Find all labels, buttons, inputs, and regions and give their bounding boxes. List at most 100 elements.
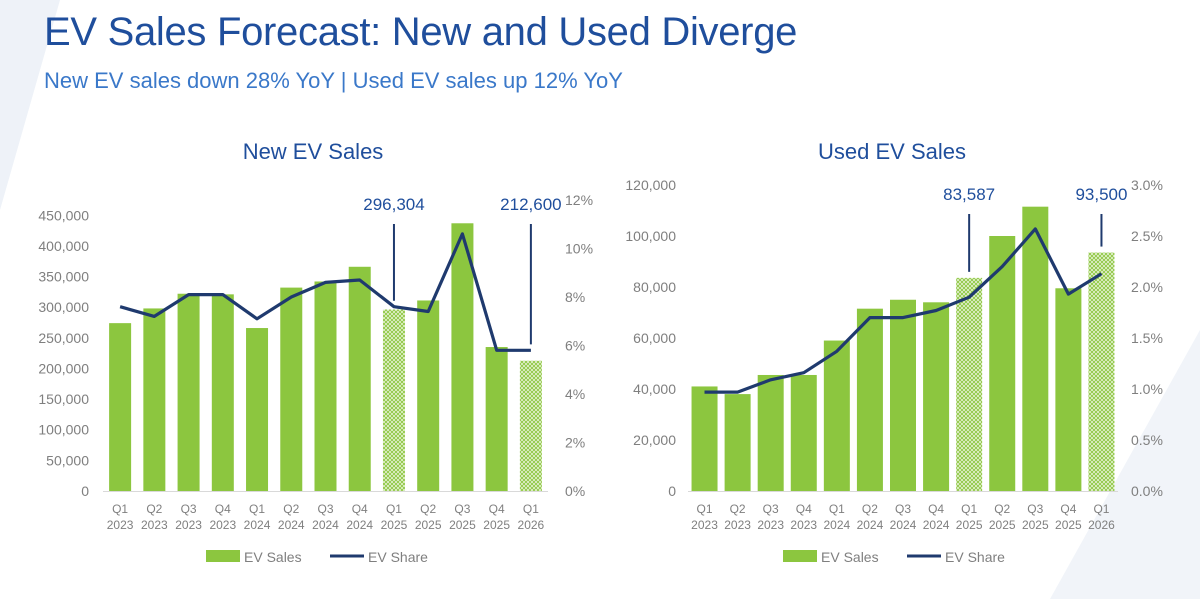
used-x-tick-label-year: 2025 — [956, 518, 983, 532]
used-x-tick-label-year: 2024 — [857, 518, 884, 532]
new-y-tick-label: 300,000 — [38, 299, 89, 315]
new-bar — [451, 223, 474, 491]
page-subtitle: New EV sales down 28% YoY | Used EV sale… — [44, 68, 623, 93]
used-data-label: 83,587 — [943, 185, 995, 204]
used-y-tick-label: 80,000 — [633, 279, 676, 295]
new-legend: EV Sales EV Share — [206, 549, 428, 565]
used-x-tick-label-year: 2025 — [989, 518, 1016, 532]
used-x-tick-label-year: 2024 — [923, 518, 950, 532]
used-x-tick-label-year: 2025 — [1055, 518, 1082, 532]
used-y-tick-label: 60,000 — [633, 330, 676, 346]
used-x-tick-label-year: 2024 — [823, 518, 850, 532]
used-y2-tick-label: 3.0% — [1131, 177, 1163, 193]
new-x-tick-label: Q1 — [112, 502, 128, 516]
new-x-tick-label: Q2 — [146, 502, 162, 516]
new-y2-tick-label: 0% — [565, 483, 585, 499]
used-legend: EV Sales EV Share — [783, 549, 1005, 565]
used-y-tick-label: 0 — [668, 483, 676, 499]
used-y-tick-label: 20,000 — [633, 432, 676, 448]
new-x-tick-label-year: 2024 — [346, 518, 373, 532]
used-x-tick-label: Q3 — [895, 502, 911, 516]
used-data-label: 93,500 — [1075, 185, 1127, 204]
new-bar — [143, 308, 166, 491]
new-y-tick-label: 50,000 — [46, 452, 89, 468]
used-y-tick-label: 100,000 — [625, 228, 676, 244]
new-legend-label: EV Sales — [244, 549, 302, 565]
used-x-tick-label: Q1 — [697, 502, 713, 516]
new-x-tick-label: Q2 — [283, 502, 299, 516]
new-x-tick-label: Q4 — [215, 502, 231, 516]
new-bar — [348, 266, 371, 491]
new-x-tick-label-year: 2025 — [415, 518, 442, 532]
used-bar — [691, 386, 718, 491]
new-x-tick-label-year: 2025 — [449, 518, 476, 532]
used-x-tick-label: Q4 — [796, 502, 812, 516]
used-x-tick-label: Q1 — [829, 502, 845, 516]
used-y2-tick-label: 1.0% — [1131, 381, 1163, 397]
used-bar — [956, 277, 983, 491]
new-ev-sales-chart: New EV Sales 0 50,000 100,000 150,000 200,000… — [38, 139, 593, 565]
used-bar — [890, 299, 916, 491]
used-x-tick-label-year: 2026 — [1088, 518, 1115, 532]
new-bar — [382, 309, 405, 491]
used-y2-tick-label: 2.5% — [1131, 228, 1163, 244]
used-y2-tick-label: 1.5% — [1131, 330, 1163, 346]
new-y-tick-label: 100,000 — [38, 422, 89, 438]
new-share-line — [119, 232, 531, 352]
used-legend-label: EV Sales — [821, 549, 879, 565]
new-y-tick-label: 150,000 — [38, 391, 89, 407]
used-x-tick-label-year: 2023 — [790, 518, 817, 532]
new-bar — [485, 347, 508, 491]
new-bar — [519, 360, 542, 491]
used-x-tick-label: Q3 — [1027, 502, 1043, 516]
used-x-tick-label: Q2 — [730, 502, 746, 516]
new-x-tick-label-year: 2026 — [518, 518, 545, 532]
new-bar — [280, 287, 303, 491]
used-bar — [856, 308, 883, 491]
new-y-tick-label: 0 — [81, 483, 89, 499]
new-y2-tick-label: 4% — [565, 386, 585, 402]
used-chart-title: Used EV Sales — [818, 139, 966, 164]
new-bar — [417, 300, 440, 491]
new-x-tick-label-year: 2024 — [278, 518, 305, 532]
new-x-tick-label: Q3 — [454, 502, 470, 516]
used-x-tick-label: Q4 — [928, 502, 944, 516]
used-legend-bar-swatch — [783, 550, 817, 562]
new-x-tick-label-year: 2025 — [483, 518, 510, 532]
new-x-tick-label: Q4 — [489, 502, 505, 516]
used-bar — [1022, 206, 1049, 492]
used-y-tick-label: 40,000 — [633, 381, 676, 397]
used-x-tick-label: Q2 — [994, 502, 1010, 516]
used-x-tick-label-year: 2025 — [1022, 518, 1049, 532]
new-x-tick-label: Q3 — [181, 502, 197, 516]
new-x-tick-label: Q1 — [249, 502, 265, 516]
new-x-tick-label: Q3 — [317, 502, 333, 516]
new-y2-tick-label: 8% — [565, 289, 585, 305]
new-bar — [177, 293, 200, 491]
used-legend-label: EV Share — [945, 549, 1005, 565]
new-y-tick-label: 400,000 — [38, 238, 89, 254]
used-bar — [923, 302, 950, 491]
page-title: EV Sales Forecast: New and Used Diverge — [44, 10, 798, 54]
used-x-tick-label-year: 2024 — [890, 518, 917, 532]
used-y2-tick-label: 2.0% — [1131, 279, 1163, 295]
used-x-tick-label-year: 2023 — [691, 518, 718, 532]
new-bar — [211, 294, 234, 491]
new-legend-bar-swatch — [206, 550, 240, 562]
new-y2-tick-label: 6% — [565, 338, 585, 354]
new-x-tick-label: Q2 — [420, 502, 436, 516]
used-x-tick-label: Q2 — [862, 502, 878, 516]
new-bar — [109, 323, 132, 491]
new-chart-title: New EV Sales — [243, 139, 384, 164]
new-y-tick-label: 250,000 — [38, 330, 89, 346]
new-x-tick-label: Q1 — [523, 502, 539, 516]
new-y2-tick-label: 2% — [565, 435, 585, 451]
used-x-tick-label-year: 2023 — [757, 518, 784, 532]
used-x-tick-label: Q1 — [961, 502, 977, 516]
used-x-tick-label-year: 2023 — [724, 518, 751, 532]
new-y-tick-label: 200,000 — [38, 360, 89, 376]
new-y2-tick-label: 12% — [565, 192, 593, 208]
new-data-label: 296,304 — [363, 195, 424, 214]
used-y2-tick-label: 0.5% — [1131, 432, 1163, 448]
used-x-tick-label: Q1 — [1093, 502, 1109, 516]
